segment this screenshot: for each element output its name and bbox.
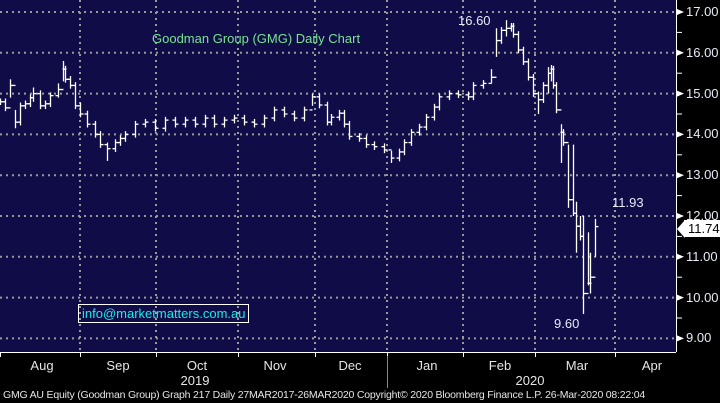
- y-tick-label: 11.00: [686, 248, 718, 264]
- month-label: Sep: [106, 358, 130, 373]
- annotation-low: 9.60: [554, 316, 580, 331]
- annotation-recent-high: 11.93: [612, 195, 644, 210]
- y-tick-marker: [677, 172, 684, 179]
- y-tick-marker: [677, 9, 684, 15]
- y-tick-label: 17.00: [686, 4, 719, 19]
- email-label: info@marketmatters.com.au: [78, 304, 250, 323]
- y-tick-marker: [677, 131, 684, 138]
- month-label: Jan: [416, 358, 438, 373]
- last-price-pointer: [677, 220, 685, 238]
- y-tick-marker: [677, 294, 684, 301]
- y-tick-marker: [677, 253, 684, 260]
- chart-title: Goodman Group (GMG) Daily Chart: [152, 31, 361, 46]
- y-tick-marker: [677, 335, 684, 342]
- month-label: Aug: [30, 358, 54, 373]
- last-price-tag: 11.74: [684, 220, 720, 237]
- y-tick-label: 9.00: [686, 330, 712, 346]
- y-tick-marker: [677, 49, 684, 56]
- y-tick-label: 10.00: [686, 289, 719, 305]
- y-tick-label: 15.00: [686, 85, 719, 101]
- y-tick-label: 16.00: [686, 44, 719, 60]
- footer-info: GMG AU Equity (Goodman Group) Graph 217 …: [3, 389, 646, 401]
- month-label: Nov: [263, 358, 287, 373]
- annotation-high: 16.60: [458, 13, 491, 28]
- month-label: Apr: [641, 358, 663, 373]
- y-tick-label: 12.00: [686, 208, 719, 223]
- month-label: Feb: [488, 358, 512, 373]
- month-label: Dec: [338, 358, 362, 373]
- y-tick-label: 13.00: [686, 167, 719, 183]
- month-label: Mar: [565, 358, 589, 373]
- y-tick-marker: [677, 213, 684, 219]
- year-label: 2019: [180, 373, 210, 388]
- y-tick-marker: [677, 90, 684, 97]
- year-label: 2020: [515, 373, 545, 388]
- month-label: Oct: [186, 358, 208, 373]
- y-tick-label: 14.00: [686, 126, 719, 142]
